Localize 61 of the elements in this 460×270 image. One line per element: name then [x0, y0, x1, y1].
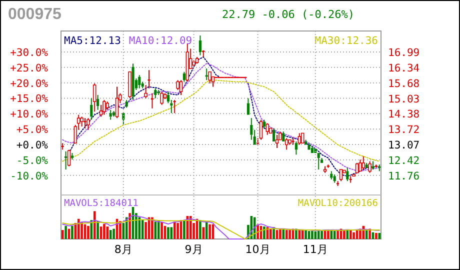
- bar: [109, 230, 112, 239]
- y2-tick-label: +10.0%: [10, 108, 49, 121]
- bar: [151, 217, 154, 239]
- bar: [64, 226, 67, 239]
- y2-tick-label: +30.0%: [10, 46, 49, 59]
- bar: [276, 230, 278, 239]
- y2-tick-label: +0.0%: [16, 140, 49, 152]
- text: MA5:12.13: [64, 35, 121, 47]
- y-tick-label: 15.68: [388, 78, 420, 90]
- chart-title: 000975: [8, 6, 62, 23]
- y2-tick-label: -10.0%: [10, 170, 49, 182]
- y2-tick-label: +20.0%: [10, 78, 49, 90]
- bar: [208, 224, 211, 239]
- text: 22.79 -0.06 (-0.26%): [222, 8, 354, 21]
- y2-tick-label: +15.0%: [10, 93, 49, 106]
- bar: [167, 227, 170, 239]
- bar: [320, 231, 323, 239]
- bar: [288, 230, 291, 239]
- bar: [154, 222, 157, 239]
- text: MA10:12.09: [128, 35, 192, 47]
- y-tick-label: 11.76: [388, 170, 420, 182]
- y2-tick-label: +25.0%: [10, 62, 49, 74]
- y-tick-label: 14.38: [388, 108, 420, 121]
- bar: [304, 230, 307, 239]
- bar: [112, 228, 115, 239]
- bar: [96, 221, 99, 239]
- y2-tick-label: -5.0%: [16, 154, 49, 167]
- y-tick-label: 16.34: [388, 62, 420, 74]
- y2-tick-label: +5.0%: [16, 124, 49, 136]
- y-tick-label: 15.03: [388, 93, 420, 106]
- bar: [160, 222, 163, 239]
- x-tick-label: 11月: [302, 243, 328, 256]
- bar: [103, 224, 106, 239]
- series-label: MAVOL5:184011: [64, 198, 139, 209]
- x-tick-label: 8月: [114, 243, 132, 256]
- bar: [71, 226, 74, 239]
- y-tick-label: 16.99: [388, 47, 420, 59]
- bar: [128, 213, 131, 239]
- bar: [202, 227, 205, 239]
- bar: [119, 221, 122, 239]
- text: MAVOL10:200166: [298, 198, 378, 209]
- bar: [183, 220, 186, 239]
- bar: [199, 220, 202, 239]
- y-tick-label: 12.42: [388, 154, 420, 167]
- bar: [80, 222, 83, 239]
- x-tick-label: 10月: [245, 243, 270, 256]
- bar: [352, 232, 355, 239]
- bar: [87, 226, 90, 239]
- text: MA30:12.36: [314, 35, 378, 47]
- bar: [311, 231, 314, 239]
- bar: [170, 227, 173, 239]
- bar: [263, 226, 266, 239]
- bar: [176, 223, 179, 239]
- y-tick-label: 13.72: [388, 124, 420, 136]
- x-tick-label: 9月: [184, 243, 203, 256]
- bar: [61, 230, 64, 239]
- bar: [327, 230, 330, 239]
- bar: [375, 232, 378, 239]
- bar: [285, 230, 288, 239]
- y-tick-label: 13.07: [388, 140, 420, 152]
- bar: [279, 228, 282, 239]
